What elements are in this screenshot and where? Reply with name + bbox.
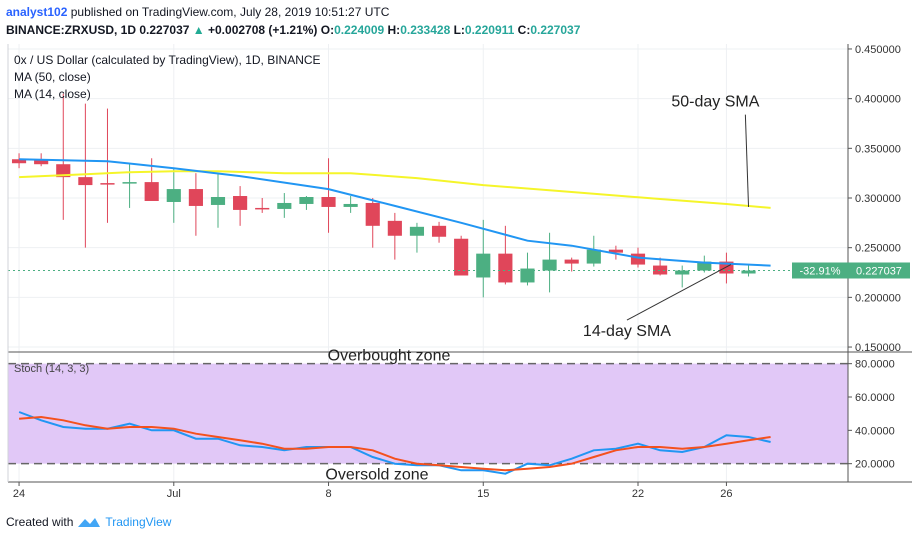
candle-body <box>210 197 226 205</box>
candle-body <box>675 270 690 275</box>
candle-body <box>586 249 601 264</box>
price-change-tag-bg <box>792 262 848 279</box>
price-change: +0.002708 (+1.21%) <box>208 23 318 37</box>
stoch-y-tick-label: 40.0000 <box>855 425 895 437</box>
candle-body <box>542 259 557 271</box>
high-label: H: <box>387 23 401 37</box>
close-label: C: <box>517 23 531 37</box>
created-with-label: Created with <box>6 515 74 529</box>
footer: Created with TradingView <box>6 515 171 529</box>
low-value: 0.220911 <box>464 23 515 37</box>
y-tick-label: 0.300000 <box>855 193 901 205</box>
high-value: 0.233428 <box>400 23 451 37</box>
stoch-y-tick-label: 80.0000 <box>855 359 895 371</box>
oversold-label: Oversold zone <box>325 467 428 484</box>
quote-line: BINANCE:ZRXUSD, 1D 0.227037 ▲ +0.002708 … <box>6 23 580 37</box>
legend-ma14: MA (14, close) <box>14 87 91 101</box>
price-tag-bg <box>848 262 910 279</box>
ma50-annotation: 50-day SMA <box>671 94 759 111</box>
candle-body <box>56 164 71 178</box>
price-tag: 0.227037 <box>856 265 902 277</box>
y-tick-label: 0.250000 <box>855 243 901 255</box>
ma14-annotation: 14-day SMA <box>583 323 671 340</box>
stoch-y-tick-label: 60.0000 <box>855 392 895 404</box>
candle-body <box>277 202 292 209</box>
candle-body <box>100 183 115 185</box>
candle-body <box>697 261 712 271</box>
open-value: 0.224009 <box>334 23 385 37</box>
candle-body <box>741 270 756 274</box>
stoch-k-line <box>18 411 771 475</box>
candle-body <box>122 182 137 184</box>
candle-body <box>476 253 491 278</box>
published-text: published on TradingView.com, July 28, 2… <box>70 5 390 19</box>
candle-body <box>630 253 646 265</box>
open-label: O: <box>320 23 335 37</box>
legend-stoch: Stoch (14, 3, 3) <box>14 363 90 375</box>
candle-body <box>409 226 425 236</box>
annotation-pointer <box>626 264 732 321</box>
candle-body <box>188 189 203 206</box>
stoch-zone-band <box>8 363 848 464</box>
candle-body <box>321 197 336 207</box>
symbol-label: BINANCE:ZRXUSD, 1D <box>6 23 137 37</box>
x-tick-label: 8 <box>325 488 331 500</box>
candle-body <box>233 196 248 210</box>
overbought-label: Overbought zone <box>328 348 451 365</box>
candle-body <box>365 202 380 226</box>
candle-body <box>255 207 270 210</box>
publish-info: analyst102 published on TradingView.com,… <box>6 5 389 19</box>
y-tick-label: 0.200000 <box>855 292 901 304</box>
chart-title: 0x / US Dollar (calculated by TradingVie… <box>14 53 321 67</box>
candle-body <box>608 249 623 253</box>
candle-body <box>144 182 159 201</box>
last-price: 0.227037 <box>139 23 190 37</box>
x-tick-label: 15 <box>477 488 489 500</box>
x-tick-label: 24 <box>13 488 25 500</box>
stoch-d-line <box>19 415 771 472</box>
candle-body <box>343 203 358 207</box>
price-change-tag: -32.91% <box>800 265 841 277</box>
ma50-line <box>19 170 771 209</box>
candle-body <box>520 268 535 283</box>
annotation-pointer <box>744 114 750 207</box>
candle-body <box>498 253 513 283</box>
candle-body <box>719 261 734 274</box>
x-tick-label: Jul <box>167 488 181 500</box>
candle-body <box>387 220 402 236</box>
tradingview-logo-icon <box>78 518 101 527</box>
candle-body <box>11 159 27 164</box>
y-tick-label: 0.450000 <box>855 44 901 56</box>
candle-body <box>34 159 49 165</box>
candle-body <box>454 238 469 276</box>
legend-ma50: MA (50, close) <box>14 70 91 84</box>
candle-body <box>299 197 314 204</box>
change-arrow-icon: ▲ <box>192 23 205 37</box>
close-value: 0.227037 <box>530 23 581 37</box>
stoch-y-tick-label: 20.0000 <box>855 459 895 471</box>
tradingview-brand-link[interactable]: TradingView <box>105 515 172 529</box>
ma14-line <box>19 158 771 267</box>
candle-body <box>431 225 447 237</box>
x-tick-label: 26 <box>720 488 732 500</box>
candle-body <box>78 177 93 186</box>
candle-body <box>166 189 181 202</box>
y-tick-label: 0.400000 <box>855 94 901 106</box>
y-tick-label: 0.150000 <box>855 342 901 354</box>
candle-body <box>564 259 579 264</box>
y-tick-label: 0.350000 <box>855 143 901 155</box>
author-link[interactable]: analyst102 <box>6 5 68 19</box>
candle-body <box>653 265 668 275</box>
low-label: L: <box>453 23 465 37</box>
x-tick-label: 22 <box>632 488 644 500</box>
